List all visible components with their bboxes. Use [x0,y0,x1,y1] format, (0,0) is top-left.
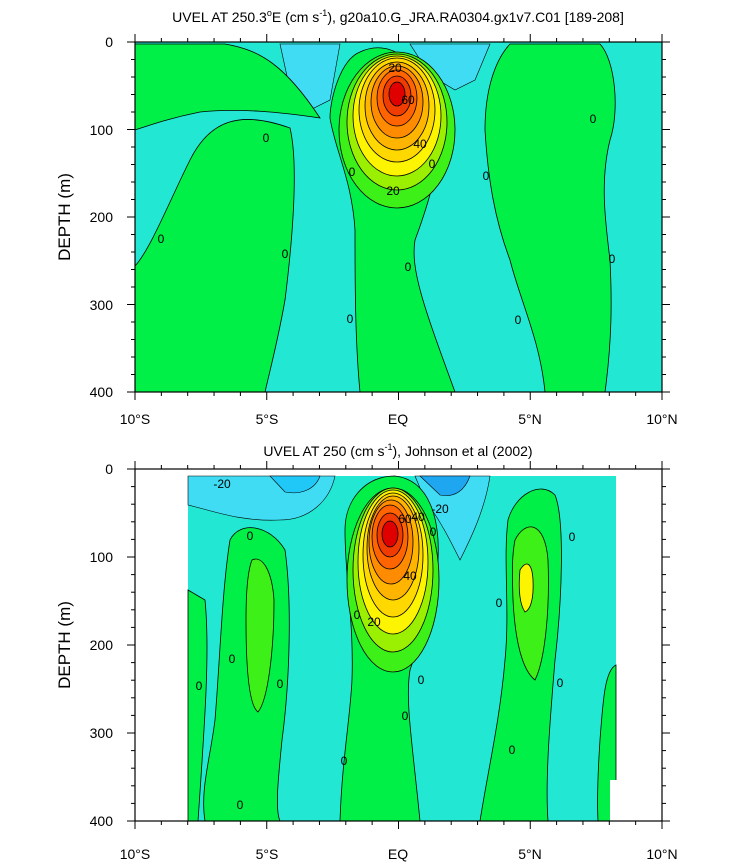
top-contour-labels: 20 60 40 20 0 0 0 0 0 0 0 0 0 0 0 [158,61,616,327]
contour-label: 40 [411,510,425,524]
x-tick-label: EQ [388,411,408,427]
y-tick-label: 300 [90,297,114,313]
contour-label: 0 [557,676,564,690]
contour-label: 0 [483,169,490,183]
contour-label: 0 [247,529,254,543]
x-tick-label: 5°N [518,411,542,427]
contour-label: 0 [496,596,503,610]
top-axes [127,34,670,400]
top-chart-title: UVEL AT 250.3oE (cm s-1), g20a10.G_JRA.R… [172,8,624,25]
top-y-axis-label: DEPTH (m) [55,173,74,261]
contour-label: 0 [609,252,616,266]
contour-label: 0 [196,679,203,693]
bottom-x-tick-labels: 10°S 5°S EQ 5°N 10°N [120,846,678,862]
contour-label: 0 [430,525,437,539]
contour-label: 0 [282,247,289,261]
contour-label: 0 [515,313,522,327]
top-x-tick-labels: 10°S 5°S EQ 5°N 10°N [120,411,678,427]
y-tick-label: 200 [90,209,114,225]
bottom-contour-field [187,475,622,821]
contour-label: 0 [429,157,436,171]
contour-label: -20 [431,502,449,516]
y-tick-label: 400 [90,384,114,400]
contour-label: 0 [509,743,516,757]
contour-label: 60 [401,93,415,107]
y-tick-label: 0 [105,461,113,477]
x-tick-label: 5°S [256,411,279,427]
y-tick-label: 200 [90,637,114,653]
bottom-y-axis-label: DEPTH (m) [55,601,74,689]
contour-label: 0 [354,608,361,622]
bottom-chart-title: UVEL AT 250 (cm s-1), Johnson et al (200… [263,442,532,459]
x-tick-label: 10°N [646,846,677,862]
contour-label: 20 [388,61,402,75]
x-tick-label: EQ [388,846,408,862]
x-tick-label: 10°S [120,846,151,862]
contour-label: 0 [229,652,236,666]
contour-label: 0 [590,112,597,126]
y-tick-label: 400 [90,813,114,829]
contour-label: 0 [569,530,576,544]
bottom-contour-labels: -20 60 40 -20 40 20 0 0 0 0 0 0 0 0 0 0 … [196,477,576,812]
top-contour-field [135,42,662,392]
y-tick-label: 100 [90,549,114,565]
contour-label: 0 [418,673,425,687]
contour-label: 0 [237,798,244,812]
contour-label: 0 [402,709,409,723]
contour-label: 40 [403,569,417,583]
bottom-y-tick-labels: 0 100 200 300 400 [90,461,114,829]
contour-label: 0 [405,260,412,274]
contour-label: 0 [158,232,165,246]
top-core-contours [338,51,456,209]
x-tick-label: 5°N [518,846,542,862]
top-y-tick-labels: 0 100 200 300 400 [90,34,114,400]
contour-label: 0 [341,754,348,768]
contour-label: 60 [398,512,412,526]
bottom-panel: UVEL AT 250 (cm s-1), Johnson et al (200… [55,442,678,862]
y-tick-label: 100 [90,122,114,138]
contour-label: -20 [213,477,231,491]
contour-label: 0 [347,312,354,326]
contour-label: 20 [386,184,400,198]
contour-label: 40 [413,137,427,151]
contour-label: 0 [349,165,356,179]
x-tick-label: 5°S [256,846,279,862]
contour-label: 0 [263,131,270,145]
contour-label: 20 [367,615,381,629]
bottom-axes [127,461,670,829]
y-tick-label: 0 [105,34,113,50]
contour-label: 0 [277,677,284,691]
y-tick-label: 300 [90,725,114,741]
bottom-core-contours [346,487,440,673]
x-tick-label: 10°S [120,411,151,427]
x-tick-label: 10°N [646,411,677,427]
top-panel: UVEL AT 250.3oE (cm s-1), g20a10.G_JRA.R… [55,8,678,427]
